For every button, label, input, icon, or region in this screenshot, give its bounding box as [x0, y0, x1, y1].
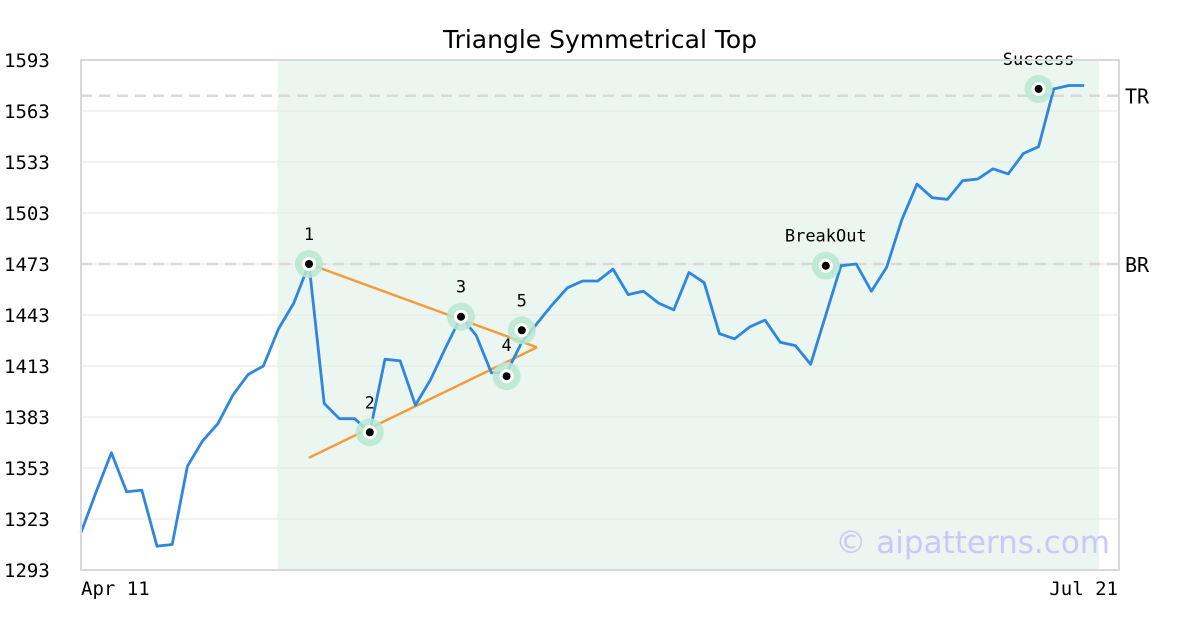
point-marker-5 — [517, 326, 526, 335]
level-label-br: BR — [1125, 253, 1150, 277]
plot-frame — [80, 59, 1120, 571]
point-marker-4 — [502, 372, 511, 381]
y-tick-label: 1503 — [4, 203, 50, 225]
y-tick-label: 1593 — [4, 50, 50, 72]
point-marker-3 — [457, 312, 465, 321]
y-tick-label: 1293 — [4, 560, 50, 582]
point-label-5: 5 — [517, 291, 527, 311]
point-marker-2 — [365, 428, 374, 437]
point-label-breakout: BreakOut — [785, 227, 867, 247]
watermark: © aipatterns.com — [835, 525, 1110, 561]
x-tick-end: Jul 21 — [1049, 578, 1118, 600]
y-tick-label: 1473 — [4, 254, 50, 276]
y-tick-label: 1413 — [4, 356, 50, 378]
point-label-2: 2 — [365, 393, 375, 413]
point-marker-1 — [305, 260, 313, 268]
price-line — [79, 84, 1085, 548]
point-label-1: 1 — [304, 225, 314, 245]
plot-area: 1293 1323 1353 1383 1413 1443 1473 1503 1533 1563… — [4, 50, 1150, 582]
y-tick-label: 1383 — [4, 407, 50, 429]
point-label-3: 3 — [456, 278, 466, 298]
y-tick-label: 1533 — [4, 152, 50, 174]
y-tick-label: 1443 — [4, 305, 50, 327]
y-tick-label: 1353 — [4, 458, 50, 480]
x-tick-start: Apr 11 — [81, 578, 150, 600]
y-tick-label: 1563 — [4, 101, 50, 123]
chart-title: Triangle Symmetrical Top — [442, 25, 757, 54]
pattern-line-upper — [308, 262, 538, 349]
level-label-tr: TR — [1125, 85, 1150, 109]
point-label-4: 4 — [501, 336, 511, 356]
point-marker-breakout — [821, 261, 830, 270]
y-tick-label: 1323 — [4, 509, 50, 531]
point-marker-success — [1034, 84, 1043, 93]
